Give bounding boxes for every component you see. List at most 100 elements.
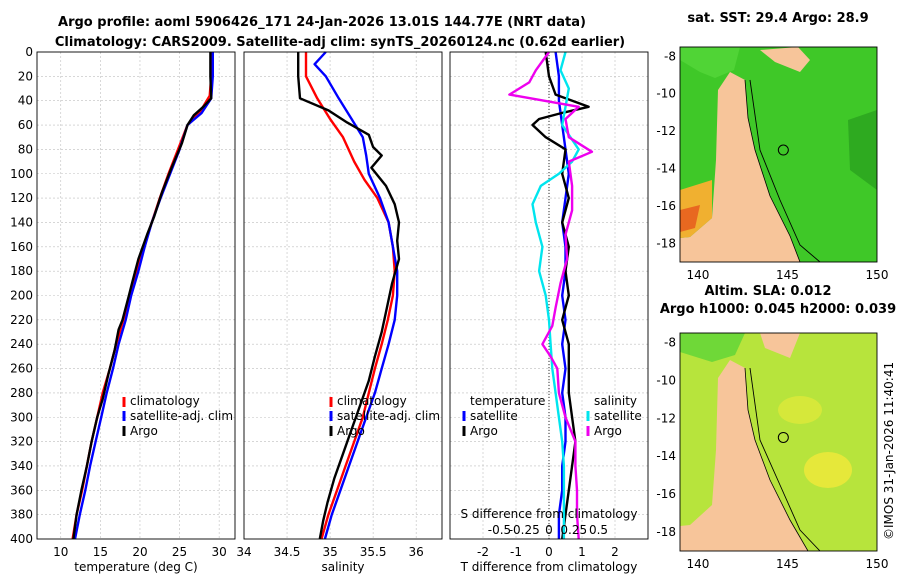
sst-map-coastline — [744, 79, 801, 262]
depth-tick-label: 100 — [10, 167, 33, 181]
depth-tick-label: 260 — [10, 362, 33, 376]
salinity-xtick-label: 34.5 — [274, 545, 301, 559]
sla-map-xtick-label: 145 — [776, 557, 799, 571]
sst-map-xtick-label: 150 — [866, 268, 889, 282]
sst-map-ytick-label: -8 — [664, 49, 676, 63]
difference-legend-salinity-title: salinity — [594, 394, 637, 408]
temperature-legend-satellite: satellite-adj. clim — [130, 409, 233, 423]
sla-map-argo-marker — [777, 431, 789, 443]
temperature-xtick-label: 20 — [132, 545, 147, 559]
difference-panel: -2 -1 0 1 2 -0.5-0.25 0 0.25 0.5 S difference f… — [449, 51, 649, 574]
sla-map-ocean-north — [680, 333, 745, 362]
depth-tick-label: 340 — [10, 459, 33, 473]
salinity-panel: 34 34.5 35 35.5 36 salinity climatology sate… — [236, 51, 443, 574]
sst-map-isobath — [749, 79, 821, 262]
difference-xtick-label: 0 — [545, 545, 553, 559]
difference-x2tick-label: -0.25 — [509, 523, 540, 537]
difference-x2tick-label: -0.5 — [488, 523, 511, 537]
sst-map-hot-patch — [680, 205, 700, 232]
figure-title-line1: Argo profile: aoml 5906426_171 24-Jan-20… — [58, 15, 586, 30]
difference-x2tick-label: 0.5 — [589, 523, 608, 537]
difference-xlabel: T difference from climatology — [460, 560, 638, 574]
salinity-xtick-label: 35.5 — [360, 545, 387, 559]
depth-tick-label: 140 — [10, 215, 33, 229]
sla-map-high-anomaly-2 — [778, 396, 822, 424]
difference-x2tick-label: 0.25 — [560, 523, 587, 537]
depth-tick-label: 20 — [18, 69, 33, 83]
credit-stamp: ©IMOS 31-Jan-2026 11:40:41 — [882, 362, 896, 540]
difference-series-line — [531, 51, 590, 540]
salinity-xtick-label: 35 — [322, 545, 337, 559]
salinity-xlabel: salinity — [321, 560, 364, 574]
sla-map-ocean — [680, 333, 877, 551]
difference-x2tick-label: 0 — [545, 523, 553, 537]
difference-series-line — [508, 51, 594, 540]
difference-legend-t-argo: Argo — [470, 424, 498, 438]
depth-tick-label: 320 — [10, 435, 33, 449]
depth-tick-label: 220 — [10, 313, 33, 327]
sla-map-ytick-label: -18 — [656, 525, 676, 539]
sla-map-ytick-label: -16 — [656, 487, 676, 501]
depth-tick-label: 40 — [18, 94, 33, 108]
difference-axes-frame — [449, 51, 649, 540]
difference-xtick-label: -1 — [510, 545, 522, 559]
difference-x2label: S difference from climatology — [461, 507, 638, 521]
sst-map-ytick-label: -12 — [656, 124, 676, 138]
sst-map-island — [760, 47, 810, 72]
depth-tick-label: 300 — [10, 410, 33, 424]
salinity-xtick-label: 36 — [409, 545, 424, 559]
difference-series-line — [531, 51, 580, 539]
sst-map-ytick-label: -10 — [656, 87, 676, 101]
difference-legend-temperature-title: temperature — [470, 394, 545, 408]
sla-map-isobath — [749, 367, 821, 551]
sla-map-high-anomaly — [804, 452, 852, 488]
sst-map-xtick-label: 140 — [686, 268, 709, 282]
salinity-legend-argo: Argo — [337, 424, 365, 438]
depth-tick-label: 400 — [10, 532, 33, 546]
depth-tick-label: 380 — [10, 508, 33, 522]
sla-map-title-line2: Argo h1000: 0.045 h2000: 0.039 — [660, 302, 896, 317]
sst-map-ytick-label: -14 — [656, 162, 676, 176]
sst-map-argo-marker — [777, 144, 789, 156]
difference-legend-s-satellite: satellite — [594, 409, 642, 423]
sst-map-ytick-label: -18 — [656, 236, 676, 250]
sla-map-ytick-label: -8 — [664, 335, 676, 349]
sla-map-xtick-label: 140 — [686, 557, 709, 571]
sla-map-xtick-label: 150 — [866, 557, 889, 571]
temperature-axes-frame — [36, 51, 236, 540]
sst-map-title: sat. SST: 29.4 Argo: 28.9 — [687, 11, 868, 26]
temperature-xlabel: temperature (deg C) — [74, 560, 197, 574]
sst-map-ytick-label: -16 — [656, 199, 676, 213]
temperature-xtick-label: 15 — [93, 545, 108, 559]
difference-legend-t-satellite: satellite — [470, 409, 518, 423]
sla-map-coastline — [744, 367, 809, 551]
sst-map-xtick-label: 145 — [776, 268, 799, 282]
salinity-legend: climatology satellite-adj. clim Argo — [329, 394, 440, 438]
salinity-axes-frame — [243, 51, 443, 540]
depth-tick-label: 160 — [10, 240, 33, 254]
temperature-series-line — [72, 52, 213, 540]
salinity-legend-satellite: satellite-adj. clim — [337, 409, 440, 423]
sst-map: sat. SST: 29.4 Argo: 28.9 140 145 150 -8 -10… — [656, 11, 888, 282]
depth-tick-label: 240 — [10, 337, 33, 351]
depth-tick-label: 0 — [25, 45, 33, 59]
sst-map-cool-patch — [848, 110, 877, 190]
difference-xtick-label: -2 — [477, 545, 489, 559]
depth-tick-label: 80 — [18, 142, 33, 156]
sla-map-ytick-label: -12 — [656, 411, 676, 425]
salinity-xtick-label: 34 — [236, 545, 251, 559]
depth-tick-label: 360 — [10, 483, 33, 497]
sst-map-ocean-patch-north — [680, 47, 740, 78]
depth-tick-label: 180 — [10, 264, 33, 278]
salinity-series-line — [297, 52, 401, 540]
salinity-series-line — [313, 51, 399, 540]
depth-tick-label: 200 — [10, 289, 33, 303]
sla-map-frame — [679, 332, 878, 552]
temperature-panel: 0 20 40 60 80 100 120 140 160 180 200 220 240 260 280 3… — [10, 45, 236, 574]
sst-map-ocean — [680, 47, 877, 262]
temperature-xtick-label: 30 — [212, 545, 227, 559]
salinity-legend-climatology: climatology — [337, 394, 407, 408]
sla-map-island — [760, 333, 800, 358]
difference-xtick-label: 1 — [578, 545, 586, 559]
